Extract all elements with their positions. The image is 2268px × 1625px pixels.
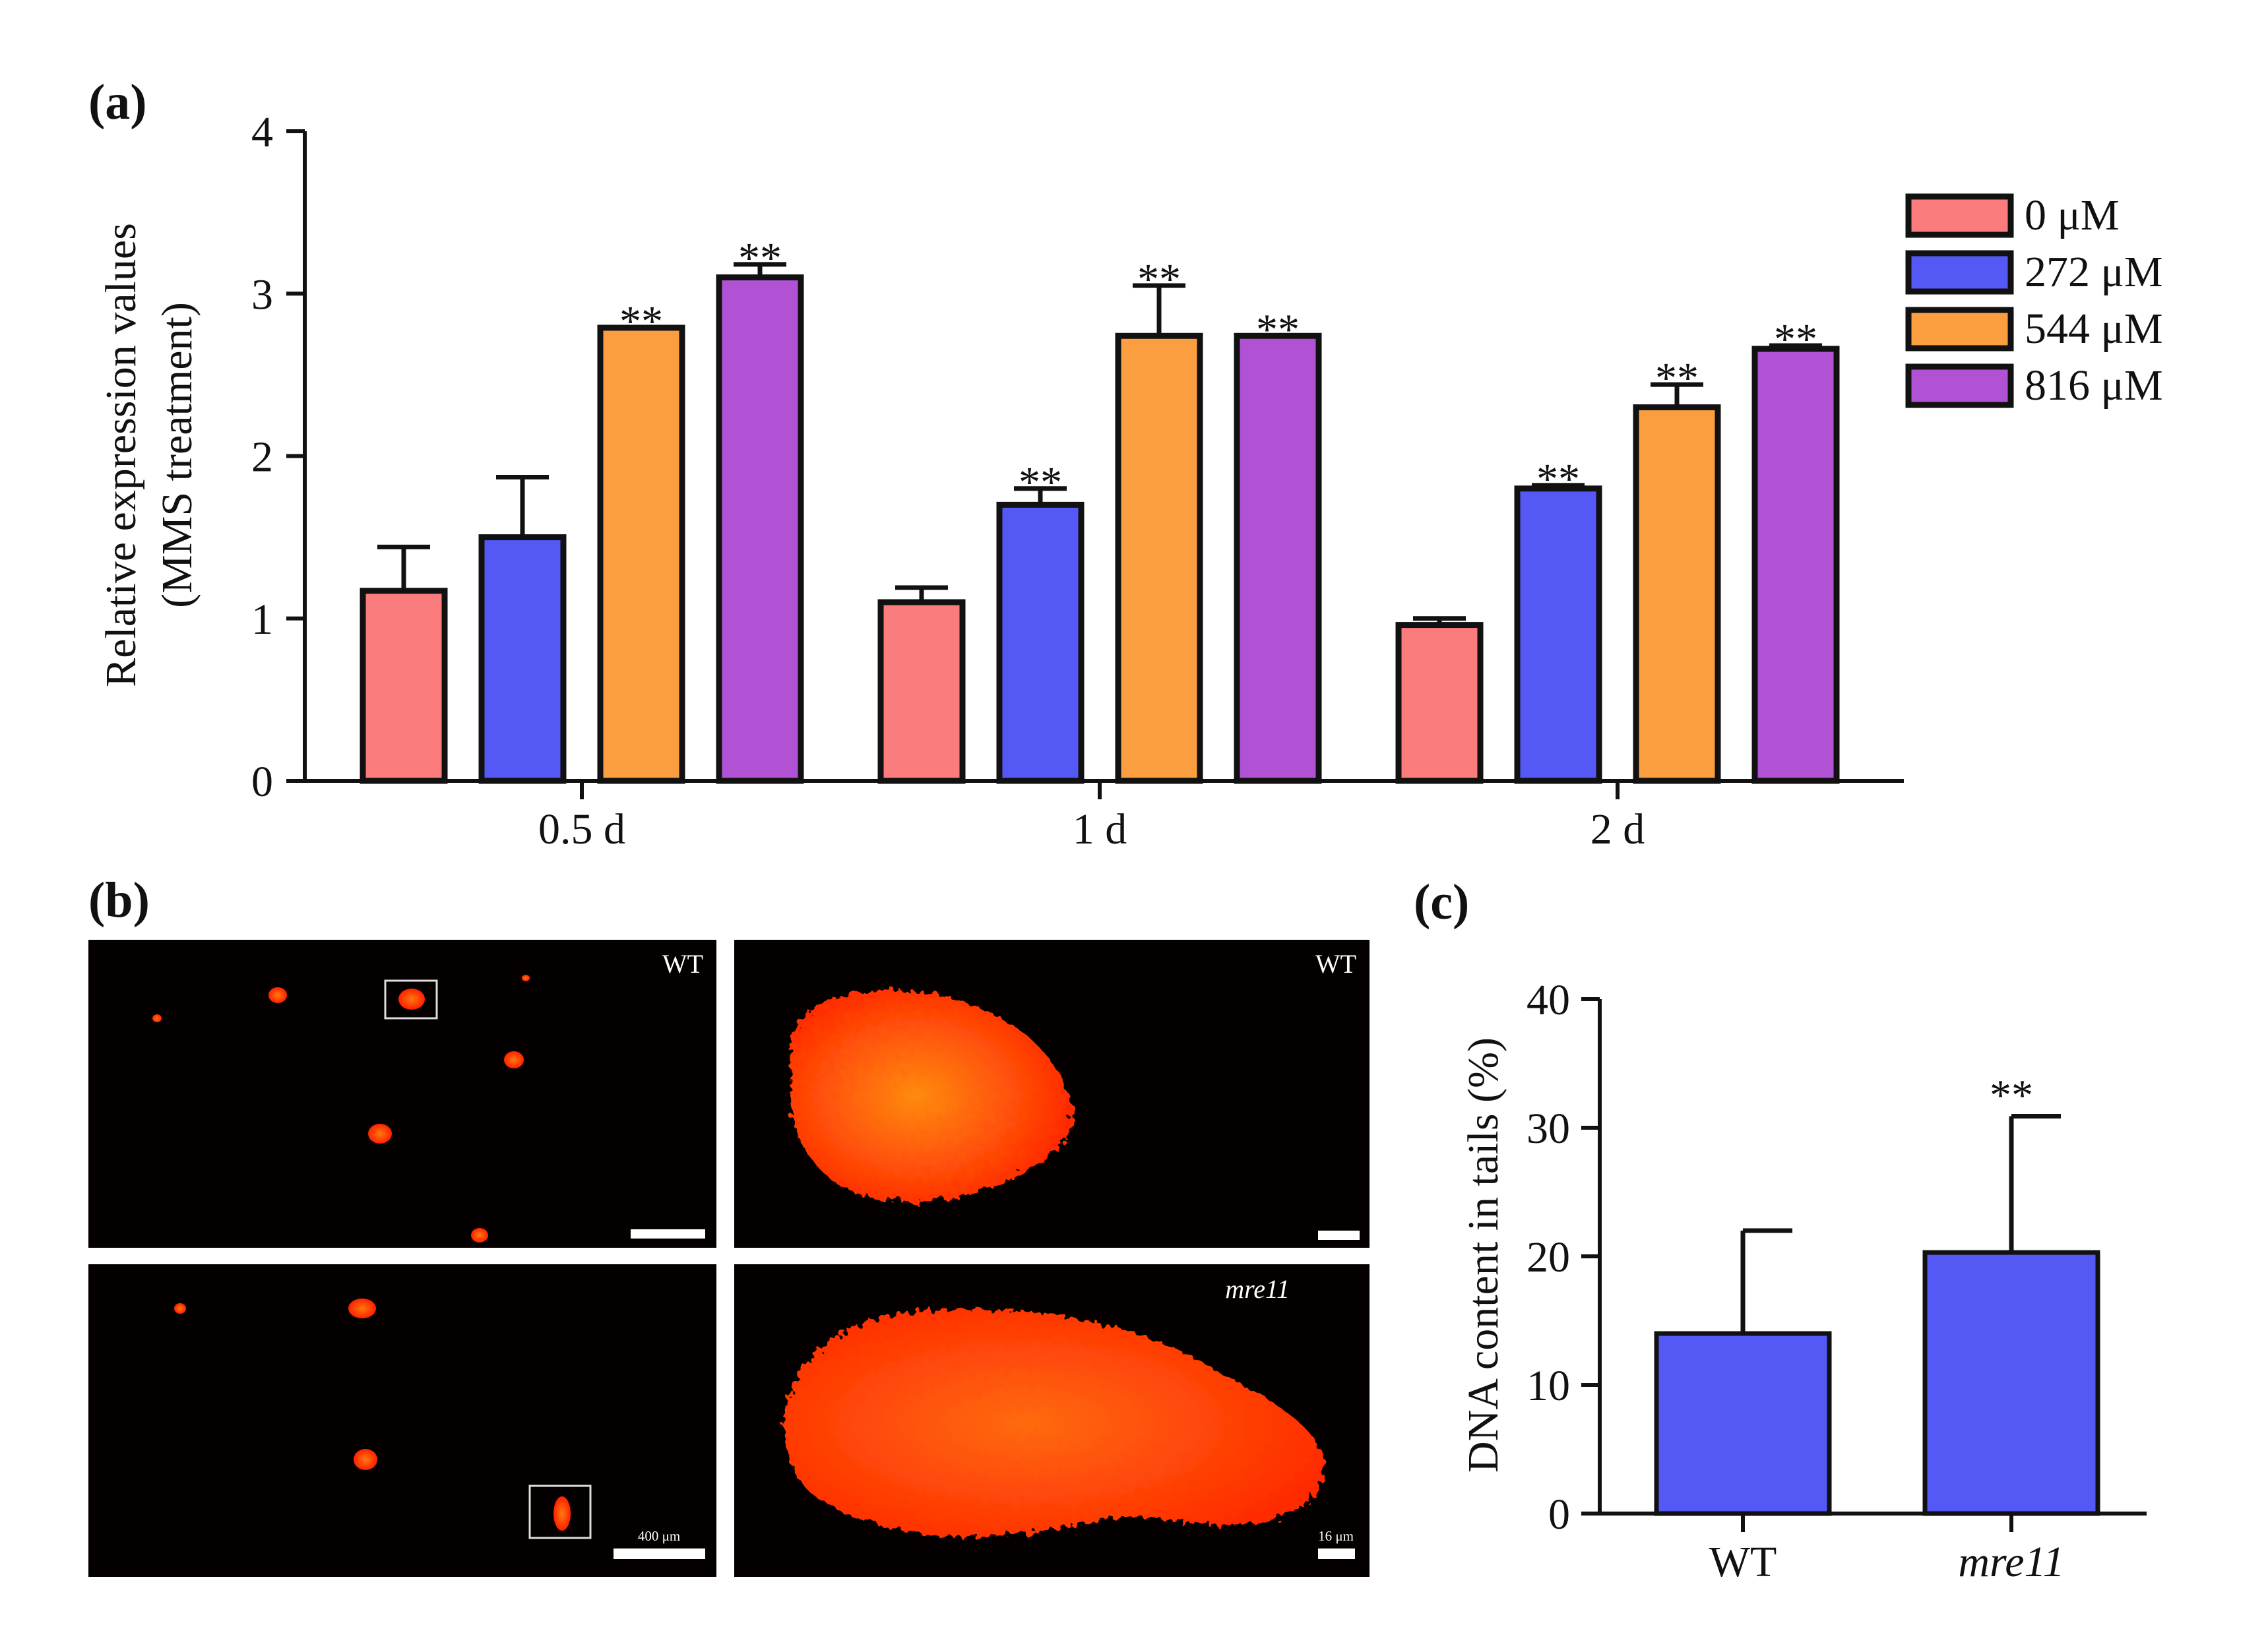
- cell-dot: [504, 1051, 524, 1068]
- cell-dot: [471, 1228, 488, 1242]
- micrograph-label: WT: [1315, 949, 1356, 979]
- panel-b-letter: (b): [88, 873, 150, 928]
- bar-0uM-0: [360, 588, 448, 784]
- panel-a-significance: ** ** ** ** ** ** ** **: [619, 234, 1817, 506]
- cell-dot: [268, 987, 287, 1003]
- cell-dot: [174, 1303, 186, 1314]
- x-tick-label: WT: [1709, 1538, 1777, 1586]
- bar-816uM-1: [1234, 332, 1322, 784]
- y-tick-label: 1: [251, 596, 273, 644]
- panel-a-error-bars: [377, 262, 1822, 625]
- comet-nucleus: [789, 990, 1073, 1202]
- significance-mark: **: [1990, 1071, 2033, 1119]
- x-tick-label: 1 d: [1073, 805, 1127, 853]
- bar-1: [1922, 1250, 2100, 1516]
- panel-a-y-title-line2: (MMS treatment): [153, 302, 201, 608]
- cell-dot: [368, 1124, 392, 1144]
- legend-swatch-816uM: [1905, 363, 2014, 408]
- micrograph-wt-comet: WT: [734, 940, 1370, 1248]
- micrograph-wt-overview: WT: [88, 940, 716, 1248]
- bar-0uM-1: [877, 599, 966, 784]
- x-tick-label: 0.5 d: [538, 805, 625, 853]
- legend-swatch-0uM: [1905, 193, 2014, 238]
- y-tick-label: 4: [251, 108, 273, 156]
- x-tick-label: mre11: [1958, 1538, 2064, 1586]
- legend-swatch-272uM: [1905, 250, 2014, 295]
- bar-272uM-0: [478, 534, 567, 784]
- bar-816uM-0: [716, 274, 804, 784]
- panel-a-x-ticks: 0.5 d 1 d 2 d: [538, 781, 1645, 853]
- panel-c-significance: **: [1990, 1071, 2033, 1119]
- scale-bar: [1318, 1548, 1355, 1559]
- significance-mark: **: [738, 234, 782, 282]
- inset-marker: [528, 1485, 592, 1539]
- scale-bar: [1318, 1231, 1360, 1240]
- y-tick-label: 20: [1527, 1233, 1570, 1281]
- scale-bar-label: 400 μm: [638, 1528, 680, 1544]
- y-tick-label: 2: [251, 433, 273, 481]
- panel-a-ticks: 0 1 2 3 4: [251, 108, 305, 806]
- micrograph-background: [88, 1264, 716, 1577]
- significance-mark: **: [1774, 315, 1817, 363]
- bar-544uM-0: [597, 324, 685, 784]
- panel-c-ticks: 0 10 20 30 40: [1527, 976, 1600, 1539]
- significance-mark: **: [619, 297, 663, 346]
- y-tick-label: 3: [251, 270, 273, 319]
- comet-with-tail: [784, 1308, 1324, 1537]
- cell-dot: [522, 975, 530, 981]
- panel-c-letter: (c): [1414, 874, 1469, 930]
- inset-marker: [384, 979, 438, 1020]
- panel-a-y-title-line1: Relative expression values: [97, 223, 145, 687]
- bar-272uM-2: [1514, 485, 1602, 784]
- legend-swatch-544uM: [1905, 307, 2014, 352]
- cell-dot: [398, 989, 425, 1010]
- bar-544uM-2: [1633, 404, 1721, 784]
- panel-c: (c) 0 10 20 30 40 ** WT mre11 DNA content in …: [1414, 874, 2147, 1586]
- x-tick-label: 2 d: [1591, 805, 1645, 853]
- y-tick-label: 10: [1527, 1362, 1570, 1410]
- bar-0: [1654, 1331, 1832, 1516]
- bar-816uM-2: [1751, 346, 1840, 784]
- significance-mark: **: [1019, 458, 1062, 506]
- panel-c-bars: [1654, 1250, 2100, 1516]
- y-tick-label: 0: [1548, 1490, 1570, 1539]
- bar-272uM-1: [996, 501, 1085, 784]
- significance-mark: **: [1536, 455, 1580, 503]
- panel-c-y-title: DNA content in tails (%): [1459, 1037, 1507, 1473]
- legend-label: 272 μM: [2025, 248, 2163, 296]
- panel-c-x-ticks: WT mre11: [1709, 1514, 2065, 1586]
- y-tick-label: 30: [1527, 1105, 1570, 1153]
- scale-bar-label: 16 μm: [1318, 1528, 1354, 1544]
- cell-dot: [152, 1014, 162, 1022]
- panel-a-letter: (a): [88, 75, 147, 130]
- micrograph-mre11-overview: 400 μm: [88, 1264, 716, 1577]
- y-tick-label: 0: [251, 758, 273, 806]
- panel-b: (b) WT WT: [88, 873, 1370, 1577]
- legend-label: 0 μM: [2025, 191, 2120, 239]
- y-tick-label: 40: [1527, 976, 1570, 1024]
- micrograph-label: mre11: [1225, 1274, 1290, 1304]
- legend-label: 544 μM: [2025, 305, 2163, 353]
- micrograph-background: [88, 940, 716, 1248]
- micrograph-label: WT: [662, 949, 703, 979]
- cell-dot: [348, 1299, 376, 1318]
- panel-c-error-bars: [1740, 1113, 2061, 1334]
- legend-label: 816 μM: [2025, 361, 2163, 410]
- cell-dot: [354, 1449, 377, 1470]
- panel-a-legend: 0 μM 272 μM 544 μM 816 μM: [1905, 191, 2163, 410]
- significance-mark: **: [1256, 305, 1300, 353]
- significance-mark: **: [1137, 255, 1181, 303]
- significance-mark: **: [1655, 354, 1699, 402]
- scale-bar: [614, 1548, 705, 1559]
- panel-a: (a) 0 1 2 3 4 ** ** ** ** ** ** ** ** 0.5 d 1 d 2 d R…: [88, 75, 2163, 853]
- bar-544uM-1: [1115, 332, 1203, 784]
- bar-0uM-2: [1395, 622, 1484, 784]
- scale-bar: [631, 1229, 705, 1239]
- cell-dot: [553, 1496, 571, 1531]
- panel-a-bars: [360, 274, 1840, 784]
- micrograph-mre11-comet: mre11 16 μm: [734, 1264, 1370, 1577]
